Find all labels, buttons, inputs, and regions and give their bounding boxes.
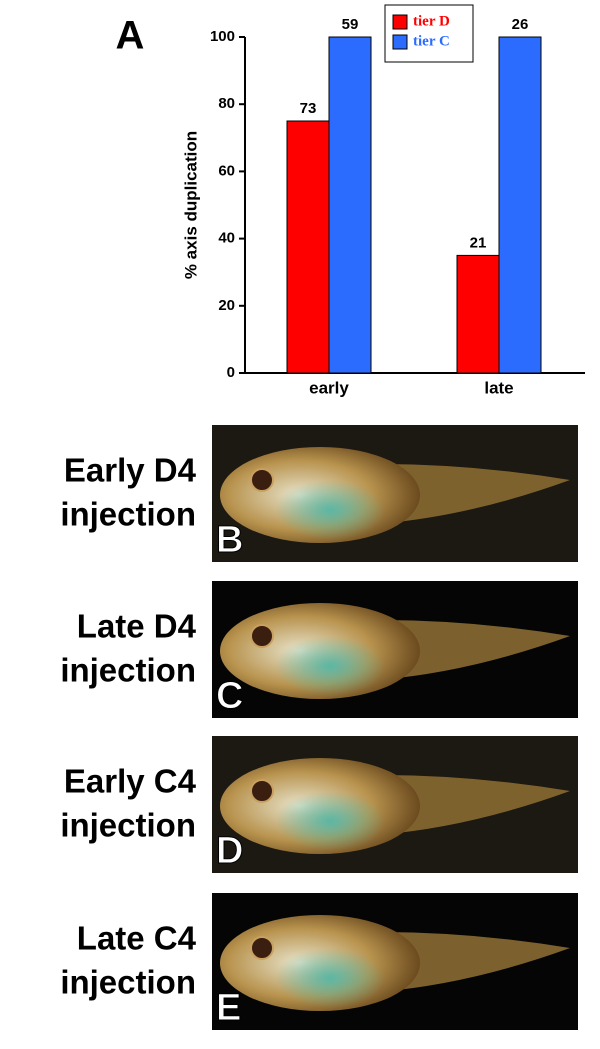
panel-caption: Late C4 [77,920,197,957]
panel-letter: C [216,675,243,717]
count-label: 59 [342,16,359,33]
tadpole-stain [275,948,385,1008]
legend-swatch [392,14,408,30]
bar [286,120,330,374]
panel-label: A [116,14,145,58]
y-axis-label: % axis duplication [181,131,200,279]
tadpole-stain [275,636,385,696]
bar [498,36,542,374]
panel-caption: injection [60,496,196,533]
tadpole-eye [250,936,274,960]
y-tick-label: 0 [227,364,235,381]
tadpole-eye [250,468,274,492]
panel-letter: E [216,987,241,1029]
y-tick-label: 60 [218,162,235,179]
y-tick-label: 100 [210,28,235,45]
legend-box [384,4,474,63]
legend-label: tier C [413,33,450,49]
photo-panel [212,581,578,718]
bar [328,36,372,374]
x-tick-label: late [484,378,513,397]
legend-swatch [392,34,408,50]
photo-panel [212,893,578,1030]
panel-caption: injection [60,652,196,689]
panel-caption: injection [60,807,196,844]
count-label: 21 [470,234,487,251]
photo-panel [212,425,578,562]
panel-caption: Early C4 [64,763,197,800]
legend: tier D tier C [384,4,474,63]
x-tick-label: early [309,378,349,397]
y-tick-label: 80 [218,95,235,112]
tadpole-stain [275,791,385,851]
panel-caption: injection [60,964,196,1001]
panel-caption: Early D4 [64,452,197,489]
tadpole-stain [275,480,385,540]
tadpole-eye [250,779,274,803]
count-label: 26 [512,16,529,33]
panel-letter: B [216,519,243,561]
panel-caption: Late D4 [77,608,197,645]
y-tick-label: 20 [218,297,235,314]
tadpole-eye [250,624,274,648]
bar [456,254,500,374]
legend-label: tier D [413,13,450,29]
photo-panel [212,736,578,873]
count-label: 73 [300,100,317,117]
y-tick-label: 40 [218,230,235,247]
panel-letter: D [216,830,243,872]
